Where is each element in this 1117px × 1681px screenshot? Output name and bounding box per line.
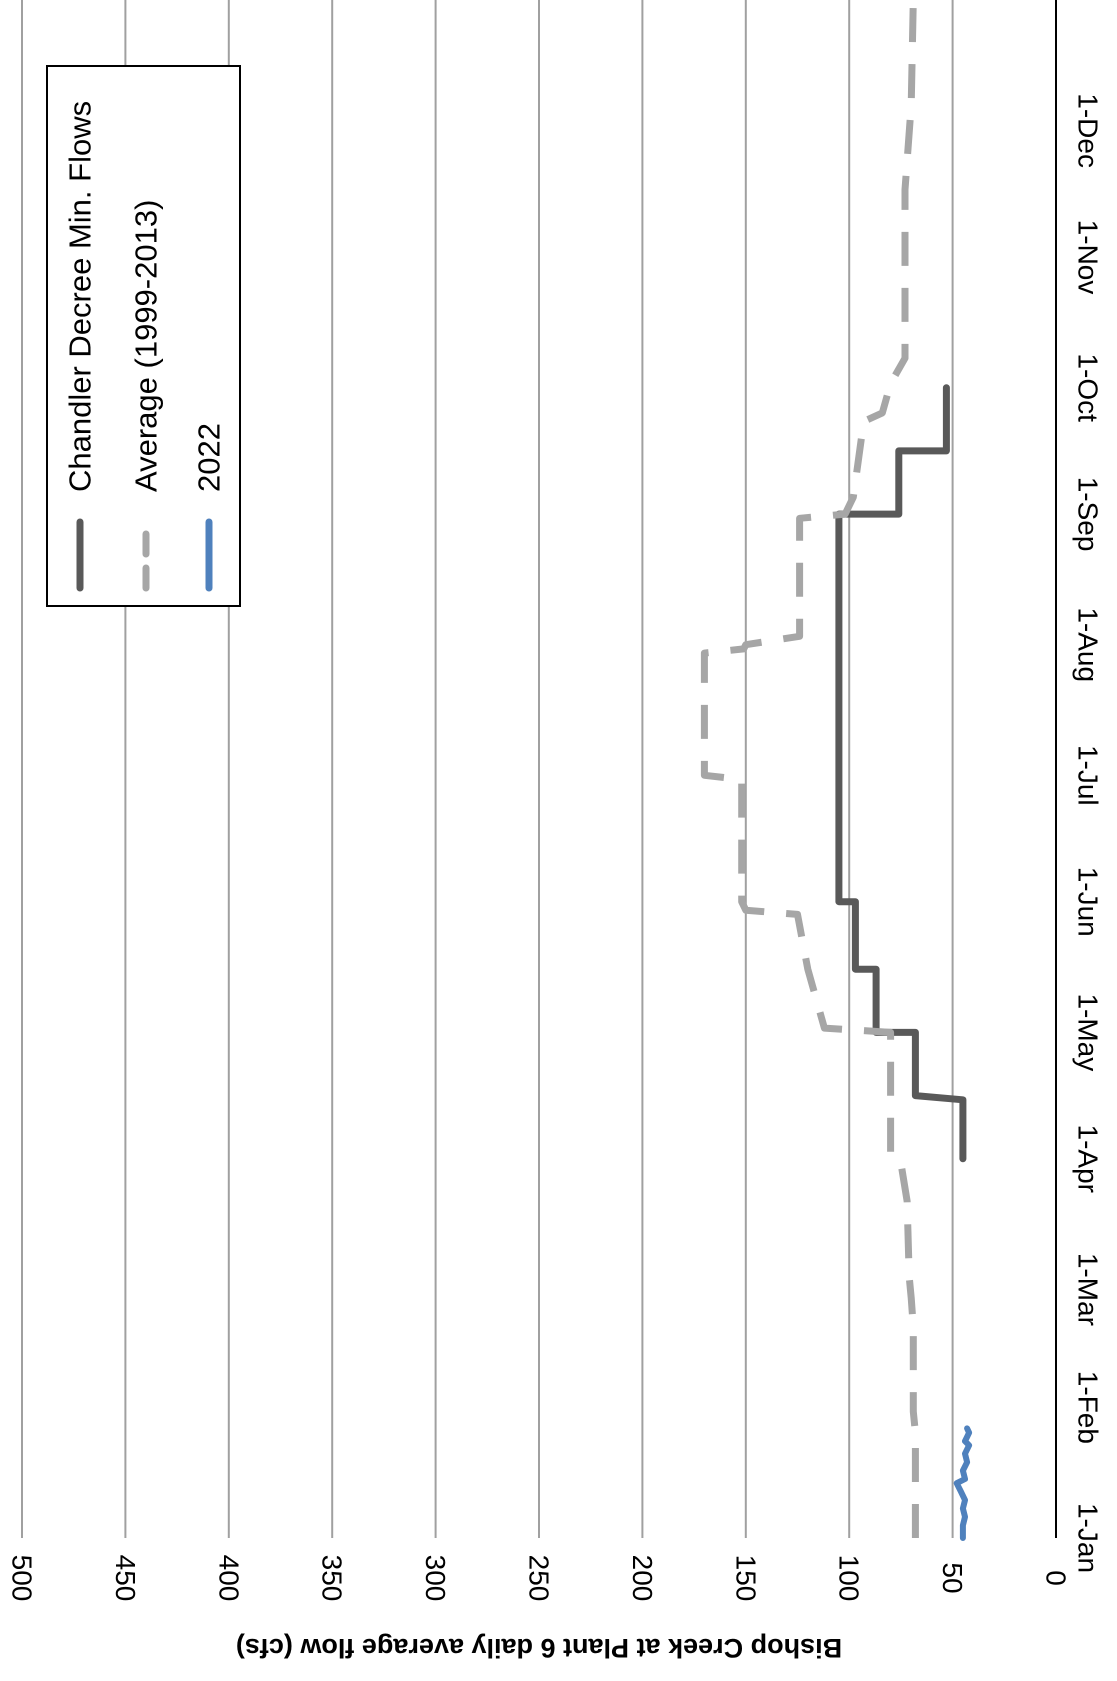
value-tick-label-0: 0 <box>1041 1570 1072 1586</box>
value-tick-label-450: 450 <box>110 1555 141 1602</box>
legend-label-average: Average (1999-2013) <box>129 200 164 492</box>
series-line-average <box>700 0 919 1538</box>
date-tick-label-1-Mar: 1-Mar <box>1073 1253 1104 1326</box>
date-tick-label-1-Jan: 1-Jan <box>1073 1503 1104 1573</box>
series-line-y2022 <box>953 1425 973 1541</box>
date-tick-label-1-Aug: 1-Aug <box>1073 607 1104 682</box>
date-tick-label-1-Dec: 1-Dec <box>1073 93 1104 168</box>
legend-box <box>46 65 241 607</box>
legend-label-y2022: 2022 <box>192 423 227 492</box>
date-tick-label-1-Nov: 1-Nov <box>1073 220 1104 295</box>
value-tick-label-300: 300 <box>420 1555 451 1602</box>
value-tick-label-350: 350 <box>317 1555 348 1602</box>
value-axis-title: Bishop Creek at Plant 6 daily average fl… <box>236 1633 842 1663</box>
date-tick-label-1-Apr: 1-Apr <box>1073 1125 1104 1193</box>
date-tick-label-1-Oct: 1-Oct <box>1073 353 1104 422</box>
date-tick-label-1-Jul: 1-Jul <box>1073 745 1104 806</box>
value-tick-label-100: 100 <box>834 1555 865 1602</box>
date-tick-label-1-Jun: 1-Jun <box>1073 867 1104 937</box>
date-tick-label-1-Feb: 1-Feb <box>1073 1371 1104 1444</box>
date-tick-label-1-May: 1-May <box>1073 993 1104 1071</box>
date-tick-label-1-Sep: 1-Sep <box>1073 477 1104 552</box>
series-line-chandler <box>835 384 967 1163</box>
value-tick-label-500: 500 <box>7 1555 38 1602</box>
value-tick-label-150: 150 <box>730 1555 761 1602</box>
legend-label-chandler: Chandler Decree Min. Flows <box>63 101 98 492</box>
value-tick-label-50: 50 <box>937 1562 968 1593</box>
value-tick-label-400: 400 <box>213 1555 244 1602</box>
value-tick-label-250: 250 <box>524 1555 555 1602</box>
value-tick-label-200: 200 <box>627 1555 658 1602</box>
